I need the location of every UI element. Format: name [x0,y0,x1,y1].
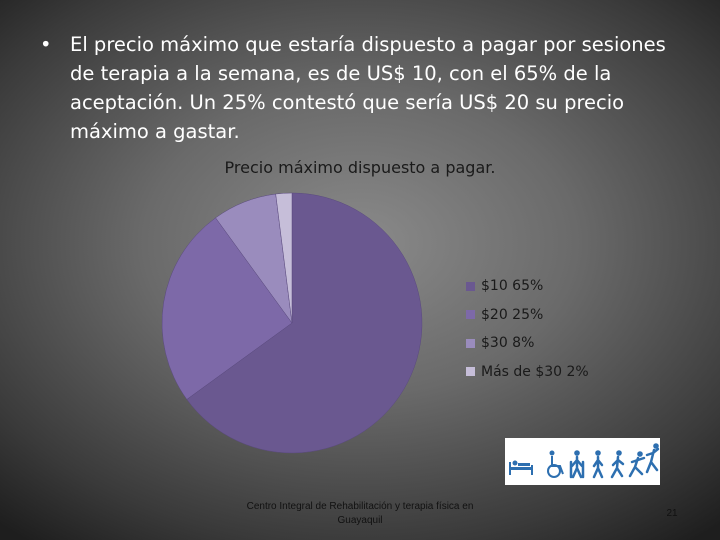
bullet-symbol: • [40,33,52,56]
legend-swatch [466,310,475,320]
footer-text: Centro Integral de Rehabilitación y tera… [246,501,474,526]
legend-swatch [466,281,475,291]
legend-label: $20 25% [481,306,544,323]
legend-item: Más de $30 2% [466,358,589,387]
rehabilitation-figures-icon [509,443,660,479]
bullet-point: • El precio máximo que estaría dispuesto… [40,30,680,146]
pie-slice [161,217,293,400]
page-number: 21 [666,508,678,519]
pie-slice [275,192,293,324]
bullet-text: El precio máximo que estaría dispuesto a… [70,33,666,143]
rehabilitation-logo [505,438,660,485]
legend-item: $20 25% [466,301,589,330]
legend-swatch [466,367,475,377]
legend-label: $30 8% [481,335,535,352]
legend-item: $30 8% [466,329,589,358]
chart-title: Precio máximo dispuesto a pagar. [224,158,496,177]
legend-swatch [466,338,475,348]
legend-label: $10 65% [481,278,544,295]
legend-label: Más de $30 2% [481,363,589,380]
pie-slice [186,192,423,454]
legend-item: $10 65% [466,272,589,301]
chart-legend: $10 65% $20 25% $30 8% Más de $30 2% [466,272,589,386]
